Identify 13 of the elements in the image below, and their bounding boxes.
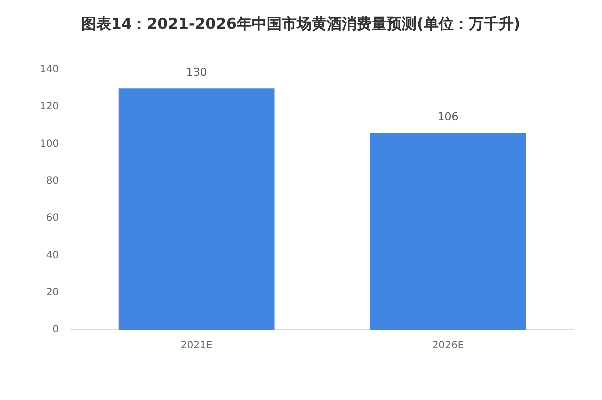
- data-label: 130: [186, 66, 208, 79]
- y-tick-label: 140: [40, 64, 60, 76]
- y-tick-label: 0: [52, 324, 60, 336]
- chart-title: 图表14：2021-2026年中国市场黄酒消费量预测(单位：万千升): [81, 14, 521, 33]
- y-tick-label: 60: [46, 213, 60, 224]
- y-tick-label: 120: [40, 102, 60, 113]
- x-tick-label: 2026E: [432, 340, 464, 352]
- x-tick-label: 2021E: [180, 340, 213, 352]
- y-tick-label: 40: [46, 250, 60, 262]
- y-tick-label: 100: [40, 138, 60, 150]
- y-tick-label: 80: [46, 176, 60, 188]
- data-label: 106: [438, 110, 459, 124]
- y-tick-label: 20: [46, 287, 60, 298]
